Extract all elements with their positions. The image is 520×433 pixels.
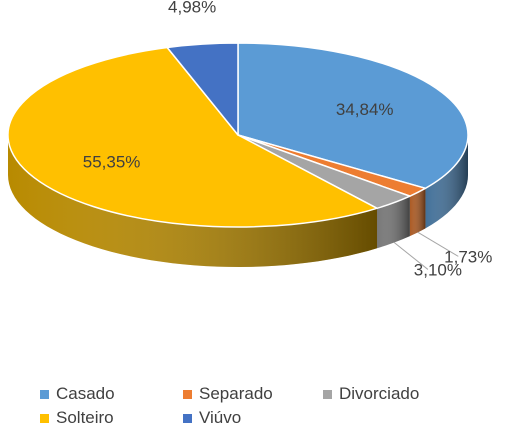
pie-chart: 34,84% 1,73%3,10% 55,35% 4,98% [7, 0, 493, 279]
pie-side-shade [425, 135, 468, 229]
pie-sides [8, 135, 468, 267]
pie-slice-solteiro [7, 46, 378, 228]
pie-side-shade [377, 196, 410, 249]
data-label-viuvo: 4,98% [168, 0, 216, 17]
legend-swatch [323, 389, 332, 399]
data-label-separado: 1,73% [444, 247, 492, 266]
legend-item-separado: Separado [183, 384, 273, 404]
legend-item-casado: Casado [40, 384, 115, 404]
legend-item-solteiro: Solteiro [40, 408, 114, 428]
legend-label: Separado [199, 384, 273, 403]
data-label-divorciado: 3,10% [414, 260, 462, 279]
data-label-casado: 34,84% [336, 100, 394, 119]
pie-tops [7, 42, 469, 228]
leader-line [417, 231, 459, 257]
legend-label: Divorciado [339, 384, 420, 403]
legend-label: Casado [56, 384, 115, 403]
legend-swatch [40, 413, 49, 423]
legend-item-divorciado: Divorciado [323, 384, 419, 404]
legend-label: Solteiro [56, 408, 114, 427]
pie-slice-casado [237, 42, 469, 190]
pie-labels: 34,84% 1,73%3,10% 55,35% 4,98% [83, 0, 493, 279]
legend-label: Viúvo [199, 408, 242, 427]
legend-swatch [183, 413, 192, 423]
legend-swatch [183, 389, 192, 399]
pie-slice-viuvo [166, 42, 239, 136]
leader-line [393, 242, 429, 270]
data-label-solteiro: 55,35% [83, 152, 141, 171]
pie-side-shade [409, 188, 426, 237]
pie-side-shade [8, 135, 378, 267]
legend-item-viuvo: Viúvo [183, 408, 241, 428]
legend-swatch [40, 389, 49, 399]
